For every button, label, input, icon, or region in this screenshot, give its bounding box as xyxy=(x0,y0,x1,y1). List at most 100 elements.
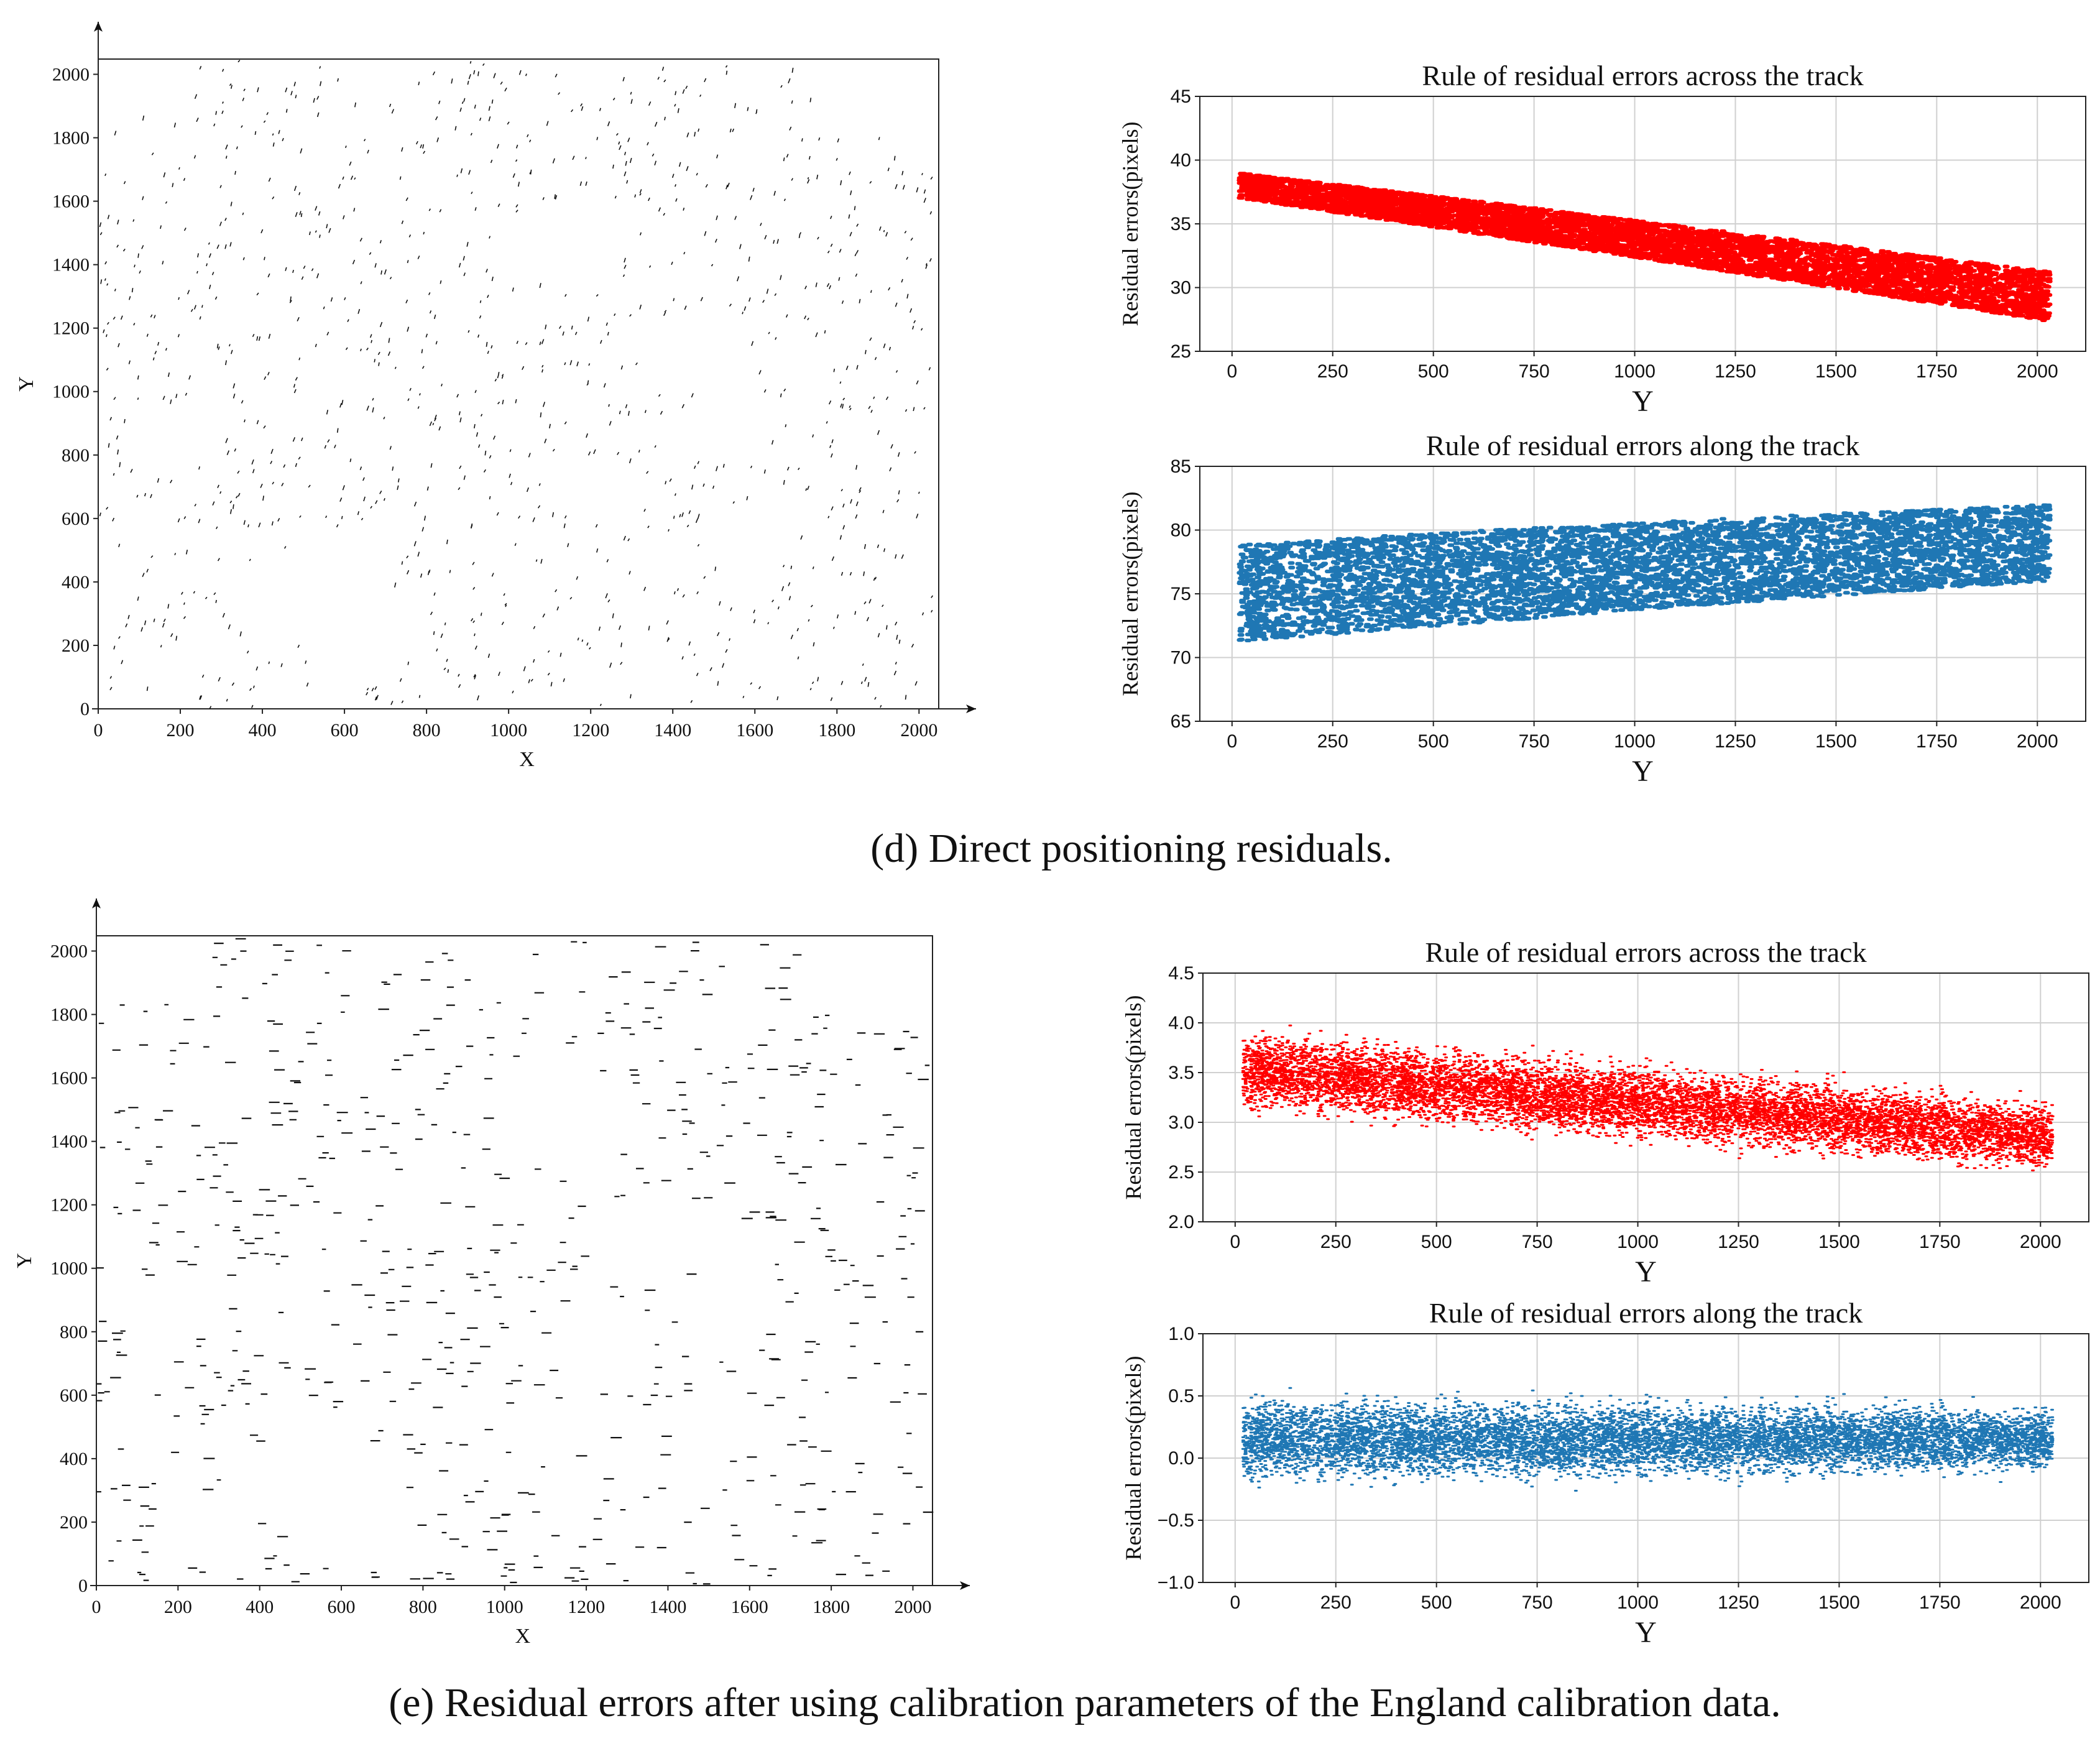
y-tick-label: 1800 xyxy=(52,128,90,149)
y-tick-label: 65 xyxy=(1171,711,1191,732)
x-tick-label: 500 xyxy=(1421,1592,1452,1613)
x-tick-label: 0 xyxy=(1227,731,1237,752)
x-tick-label: 800 xyxy=(413,720,441,741)
x-tick-label: 200 xyxy=(167,720,195,741)
panel-d-along-track-chart: 0 250 500 750 1000 1250 1500 1750 2000 65 70 75 80 85… xyxy=(1118,430,2086,788)
y-tick-label: 3.0 xyxy=(1168,1112,1194,1133)
residual-points xyxy=(1241,1024,2055,1171)
y-axis-label: Residual errors(pixels) xyxy=(1118,122,1143,326)
x-tick-label: 0 xyxy=(92,1597,101,1617)
panel-e-across-track-chart: 0 250 500 750 1000 1250 1500 1750 2000 2.0 2.5 3.0 3… xyxy=(1121,936,2089,1288)
panel-e-along-track-chart: 0 250 500 750 1000 1250 1500 1750 2000 −1.0 −0.5 0.… xyxy=(1121,1297,2089,1649)
y-tick-label: 2.0 xyxy=(1168,1212,1194,1232)
y-tick-label: 1000 xyxy=(50,1258,88,1279)
y-tick-label: 200 xyxy=(60,1512,88,1533)
y-tick-label: 3.5 xyxy=(1168,1063,1194,1083)
x-tick-label: 2000 xyxy=(2020,1592,2061,1613)
x-tick-label: 500 xyxy=(1418,731,1449,752)
y-tick-label: 25 xyxy=(1171,341,1191,362)
x-tick-label: 2000 xyxy=(2020,1232,2061,1252)
x-tick-label: 750 xyxy=(1522,1592,1553,1613)
y-tick-label: −1.0 xyxy=(1158,1572,1194,1593)
x-tick-label: 1500 xyxy=(1818,1232,1860,1252)
y-tick-label: 70 xyxy=(1171,648,1191,668)
x-tick-label: 1250 xyxy=(1718,1592,1759,1613)
y-tick-label: 4.0 xyxy=(1168,1013,1194,1033)
y-tick-label: 2000 xyxy=(52,64,90,85)
plot-frame xyxy=(96,935,933,1586)
y-tick-label: 600 xyxy=(62,509,90,529)
x-tick-label: 1750 xyxy=(1919,1232,1961,1252)
x-tick-label: 1750 xyxy=(1919,1592,1961,1613)
x-tick-label: 1500 xyxy=(1818,1592,1860,1613)
panel-d-positioning-map: 0 200 400 600 800 1000 1200 1400 1600 1800 2000 0 20… xyxy=(15,22,976,771)
y-tick-label: 1600 xyxy=(50,1068,88,1089)
y-axis-arrow xyxy=(92,898,101,908)
x-tick-label: 250 xyxy=(1320,1592,1352,1613)
x-tick-label: 400 xyxy=(249,720,277,741)
panel-e-positioning-map: 0 200 400 600 800 1000 1200 1400 1600 1800 2000 0 20… xyxy=(13,898,970,1648)
x-tick-label: 600 xyxy=(331,720,359,741)
x-tick-label: 1000 xyxy=(1617,1232,1659,1252)
x-axis-arrow xyxy=(960,1581,970,1590)
y-tick-label: 0 xyxy=(80,699,90,719)
x-tick-label: 1000 xyxy=(486,1597,523,1617)
caption-d: (d) Direct positioning residuals. xyxy=(870,826,1393,871)
y-axis-label: Y xyxy=(15,376,38,392)
y-axis-label: Residual errors(pixels) xyxy=(1121,1356,1146,1561)
x-tick-label: 1500 xyxy=(1815,361,1857,382)
y-axis-label: Residual errors(pixels) xyxy=(1121,995,1146,1200)
y-axis-label: Residual errors(pixels) xyxy=(1118,492,1143,696)
x-axis-arrow xyxy=(966,704,976,713)
plot-background xyxy=(1203,973,2089,1222)
x-tick-label: 500 xyxy=(1418,361,1449,382)
x-tick-label: 1600 xyxy=(736,720,773,741)
y-tick-label: 200 xyxy=(62,635,90,656)
x-tick-label: 750 xyxy=(1522,1232,1553,1252)
y-tick-label: 1.0 xyxy=(1168,1324,1194,1344)
y-tick-label: 800 xyxy=(62,445,90,466)
y-tick-label: 800 xyxy=(60,1322,88,1342)
x-tick-label: 1750 xyxy=(1916,361,1958,382)
x-tick-label: 2000 xyxy=(894,1597,931,1617)
chart-title: Rule of residual errors along the track xyxy=(1426,430,1859,461)
x-tick-label: 1200 xyxy=(568,1597,605,1617)
x-tick-label: 1000 xyxy=(1614,361,1656,382)
y-tick-label: 40 xyxy=(1171,150,1191,171)
x-tick-label: 0 xyxy=(1227,361,1237,382)
x-tick-label: 1800 xyxy=(813,1597,850,1617)
x-tick-label: 1000 xyxy=(490,720,527,741)
y-tick-label: 1400 xyxy=(52,255,90,275)
x-axis-label: Y xyxy=(1632,755,1654,788)
y-axis-label: Y xyxy=(13,1253,36,1268)
y-tick-label: 400 xyxy=(62,572,90,593)
x-tick-label: 0 xyxy=(1230,1232,1240,1252)
residual-points xyxy=(1241,1387,2055,1492)
x-axis-label: X xyxy=(515,1625,531,1648)
y-tick-label: 80 xyxy=(1171,520,1191,541)
y-tick-label: −0.5 xyxy=(1158,1510,1194,1531)
y-tick-label: 0 xyxy=(78,1576,88,1596)
x-tick-label: 250 xyxy=(1320,1232,1352,1252)
x-tick-label: 2000 xyxy=(900,720,937,741)
y-tick-label: 0.5 xyxy=(1168,1386,1194,1406)
y-tick-label: 2000 xyxy=(50,941,88,961)
x-axis-label: Y xyxy=(1635,1616,1657,1649)
x-tick-label: 1600 xyxy=(731,1597,768,1617)
y-tick-label: 1200 xyxy=(50,1195,88,1216)
x-tick-label: 1750 xyxy=(1916,731,1958,752)
panel-d-across-track-chart: 0 250 500 750 1000 1250 1500 1750 2000 25 30 35 40 45… xyxy=(1118,60,2086,418)
y-tick-label: 1200 xyxy=(52,318,90,339)
y-tick-label: 85 xyxy=(1171,456,1191,477)
x-tick-label: 1250 xyxy=(1715,361,1756,382)
x-tick-label: 200 xyxy=(164,1597,192,1617)
plot-frame xyxy=(98,58,939,709)
x-tick-label: 1500 xyxy=(1815,731,1857,752)
x-tick-label: 1000 xyxy=(1614,731,1656,752)
plot-frame xyxy=(1202,972,2089,1222)
x-tick-label: 0 xyxy=(94,720,103,741)
tie-points xyxy=(96,938,934,1585)
chart-title: Rule of residual errors along the track xyxy=(1429,1297,1863,1329)
y-tick-label: 4.5 xyxy=(1168,963,1194,984)
y-tick-label: 400 xyxy=(60,1449,88,1469)
